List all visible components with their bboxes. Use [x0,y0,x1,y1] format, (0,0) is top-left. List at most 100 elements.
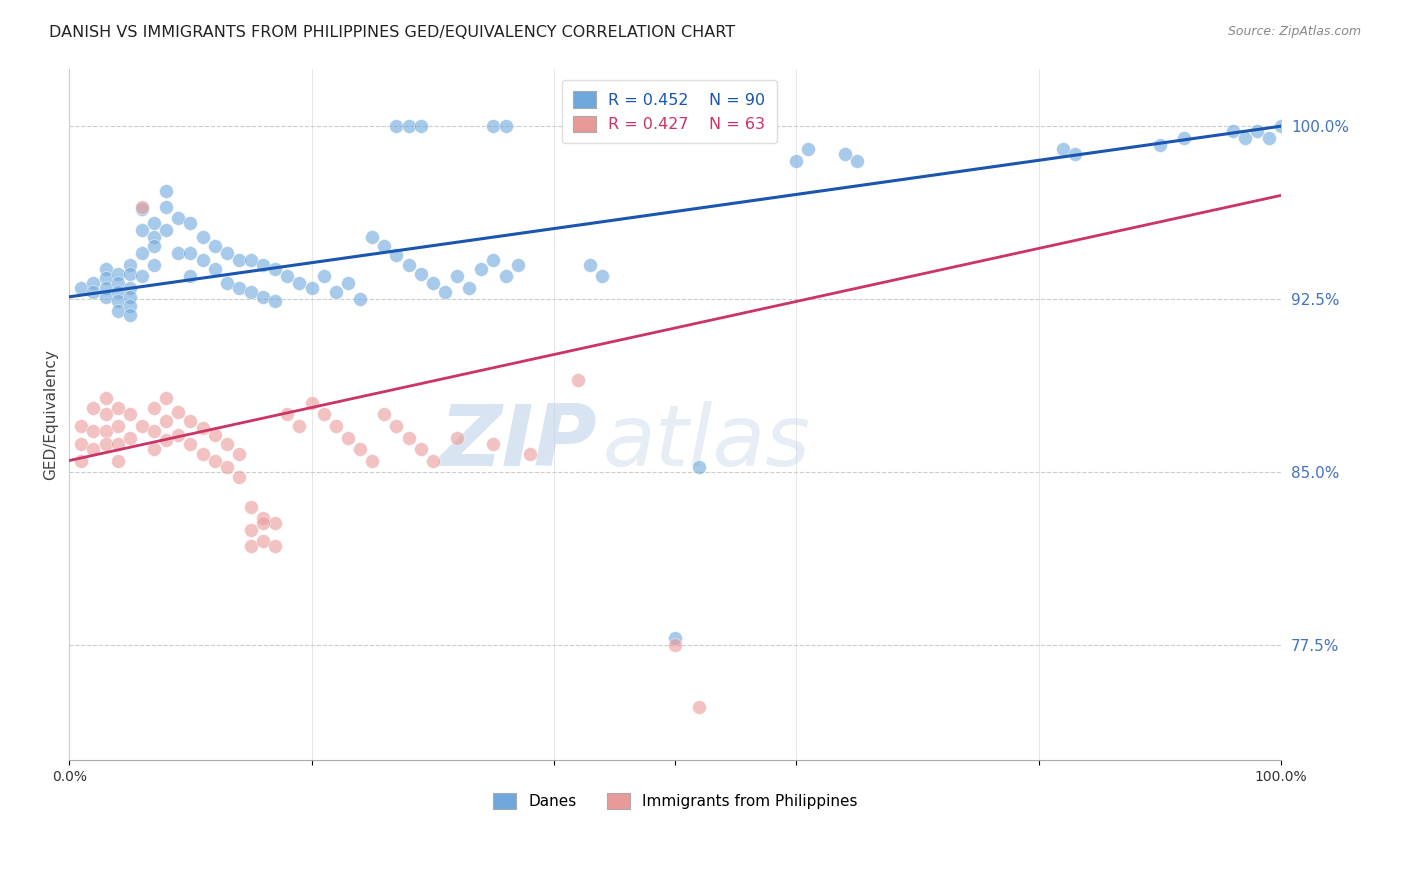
Point [495,269,517,284]
Point [240,285,263,300]
Point [143,239,166,253]
Point [1233,130,1256,145]
Point [591,269,613,284]
Point [398,430,420,444]
Point [276,269,298,284]
Point [179,414,201,428]
Point [506,258,529,272]
Point [240,539,263,553]
Point [482,437,505,451]
Point [349,442,371,456]
Point [336,430,359,444]
Point [167,405,190,419]
Point [215,276,238,290]
Point [446,269,468,284]
Point [312,269,335,284]
Point [94,437,117,451]
Point [264,516,287,530]
Point [94,290,117,304]
Point [94,408,117,422]
Point [131,223,153,237]
Point [482,119,505,133]
Point [118,408,141,422]
Point [325,419,347,434]
Point [204,428,226,442]
Point [1258,130,1281,145]
Point [167,246,190,260]
Point [446,430,468,444]
Point [567,373,589,387]
Point [118,299,141,313]
Text: ZIP: ZIP [439,401,596,483]
Point [107,303,129,318]
Point [191,252,214,267]
Point [409,267,432,281]
Point [276,408,298,422]
Point [385,248,408,262]
Point [70,453,93,467]
Point [179,437,201,451]
Point [191,230,214,244]
Point [131,269,153,284]
Point [155,200,177,214]
Point [155,433,177,447]
Point [179,216,201,230]
Point [143,258,166,272]
Point [373,239,395,253]
Point [252,290,274,304]
Point [1270,119,1292,133]
Point [797,142,820,156]
Point [204,239,226,253]
Point [228,280,250,294]
Point [409,119,432,133]
Point [94,262,117,277]
Point [422,276,444,290]
Text: atlas: atlas [602,401,810,483]
Point [131,200,153,214]
Point [433,285,456,300]
Point [143,230,166,244]
Legend: Danes, Immigrants from Philippines: Danes, Immigrants from Philippines [486,787,863,815]
Point [688,700,710,714]
Point [1246,124,1268,138]
Point [107,401,129,415]
Point [301,396,323,410]
Point [118,290,141,304]
Point [94,424,117,438]
Point [228,252,250,267]
Point [422,453,444,467]
Point [155,223,177,237]
Point [143,442,166,456]
Point [118,308,141,322]
Point [458,280,481,294]
Point [215,246,238,260]
Point [252,511,274,525]
Point [107,453,129,467]
Point [82,276,104,290]
Point [70,280,93,294]
Point [482,252,505,267]
Point [118,258,141,272]
Point [155,392,177,406]
Point [579,258,602,272]
Point [107,294,129,309]
Point [204,262,226,277]
Point [107,267,129,281]
Point [385,119,408,133]
Point [143,401,166,415]
Point [118,267,141,281]
Point [240,500,263,514]
Point [398,258,420,272]
Point [349,292,371,306]
Point [143,216,166,230]
Point [664,638,686,652]
Point [264,294,287,309]
Point [1064,146,1087,161]
Point [155,184,177,198]
Point [131,419,153,434]
Point [519,447,541,461]
Point [336,276,359,290]
Point [252,258,274,272]
Point [167,211,190,226]
Point [240,523,263,537]
